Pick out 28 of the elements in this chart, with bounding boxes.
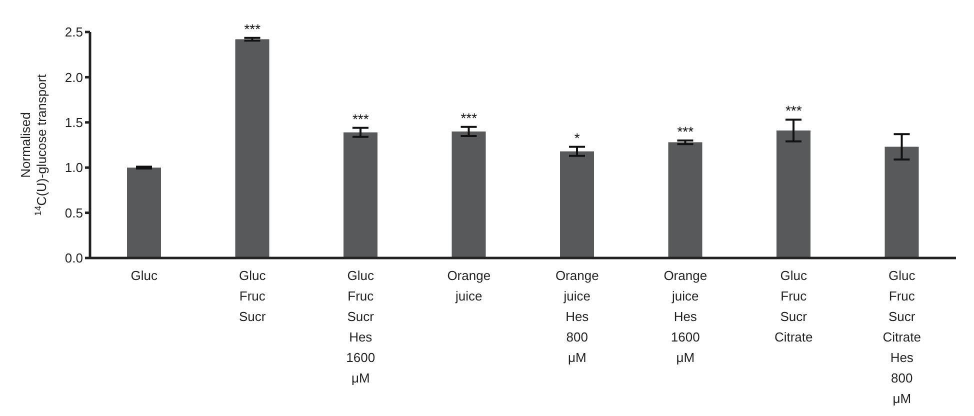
x-tick-label: Gluc Fruc Sucr Citrate Hes 800 μM	[882, 268, 922, 406]
x-tick-label: Orange juice Hes 1600 μM	[664, 268, 708, 365]
bar	[884, 146, 919, 258]
y-tick-label: 2.5	[64, 24, 83, 40]
bar	[127, 168, 161, 258]
annotation: *	[574, 130, 580, 146]
x-tick-label: Orange juice	[447, 268, 491, 304]
y-tick-label: 1.5	[64, 115, 83, 130]
x-tick-label: Gluc Fruc Sucr Hes 1600 μM	[346, 268, 376, 386]
annotation: ***	[352, 110, 370, 127]
annotation: ***	[460, 110, 478, 126]
bar	[344, 132, 378, 258]
x-tick-label: Gluc Fruc Sucr Citrate	[774, 268, 813, 344]
x-tick-label: Gluc	[130, 268, 158, 283]
y-tick-label: 2.0	[64, 70, 83, 85]
bar	[235, 39, 270, 258]
x-tick-label: Orange juice Hes 800 μM	[555, 268, 599, 365]
annotation: ***	[785, 102, 802, 119]
y-tick-label: 0.0	[64, 250, 83, 266]
bar	[452, 131, 486, 258]
annotation: ***	[677, 123, 694, 140]
y-tick-label: 0.5	[64, 205, 83, 220]
x-tick-label: Gluc Fruc Sucr	[239, 268, 266, 324]
bar	[776, 130, 810, 258]
bar	[668, 142, 702, 258]
bar	[560, 151, 594, 258]
annotation: ***	[244, 20, 262, 37]
y-tick-label: 1.0	[64, 160, 83, 176]
